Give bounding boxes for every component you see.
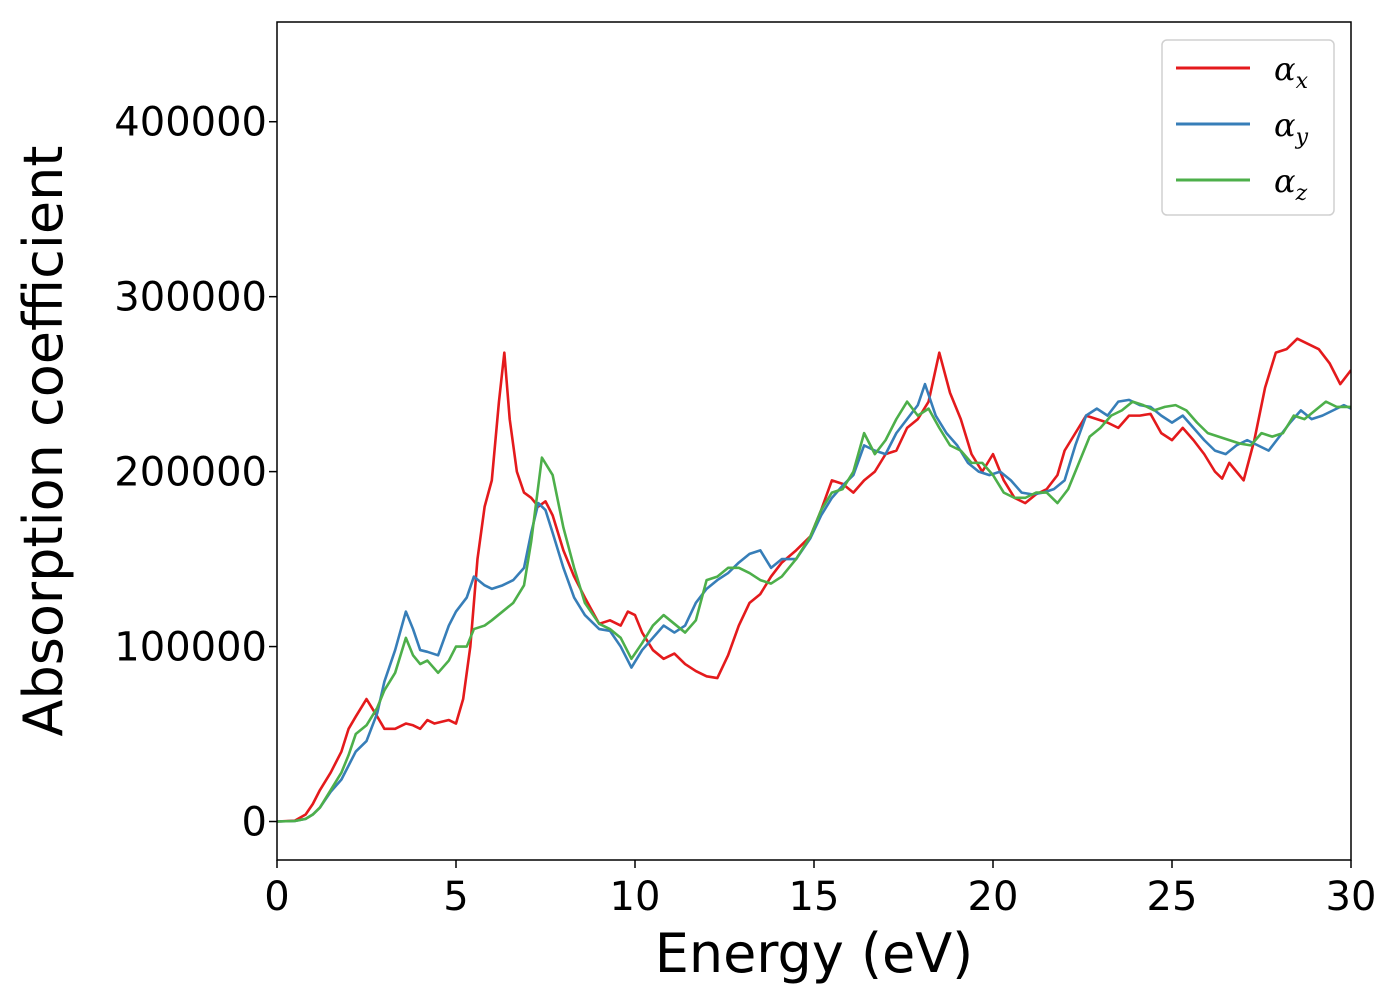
y-tick-label: 200000 bbox=[114, 450, 267, 496]
x-tick-label: 20 bbox=[968, 874, 1019, 920]
y-axis-title: Absorption coefficient bbox=[12, 146, 75, 737]
x-tick-label: 0 bbox=[264, 874, 289, 920]
y-tick-label: 100000 bbox=[114, 625, 267, 671]
x-tick-label: 5 bbox=[443, 874, 468, 920]
y-tick-label: 0 bbox=[242, 800, 267, 846]
legend-box bbox=[1161, 39, 1335, 216]
x-axis-title: Energy (eV) bbox=[655, 922, 974, 985]
x-tick-label: 25 bbox=[1147, 874, 1198, 920]
y-axis-ticks: 0 100000 200000 300000 400000 bbox=[114, 100, 277, 846]
x-tick-label: 10 bbox=[610, 874, 661, 920]
x-axis-ticks: 0 5 10 15 20 25 30 bbox=[264, 860, 1376, 920]
series-layer bbox=[277, 337, 1351, 823]
legend-label-z: αz bbox=[1274, 162, 1308, 206]
y-tick-label: 400000 bbox=[114, 100, 267, 146]
series-line-z bbox=[277, 400, 1351, 823]
x-tick-label: 15 bbox=[789, 874, 840, 920]
legend-label-y: αy bbox=[1274, 106, 1309, 150]
series-line-y bbox=[277, 382, 1351, 823]
series-line-x bbox=[277, 337, 1351, 823]
y-tick-label: 300000 bbox=[114, 275, 267, 321]
x-tick-label: 30 bbox=[1326, 874, 1377, 920]
